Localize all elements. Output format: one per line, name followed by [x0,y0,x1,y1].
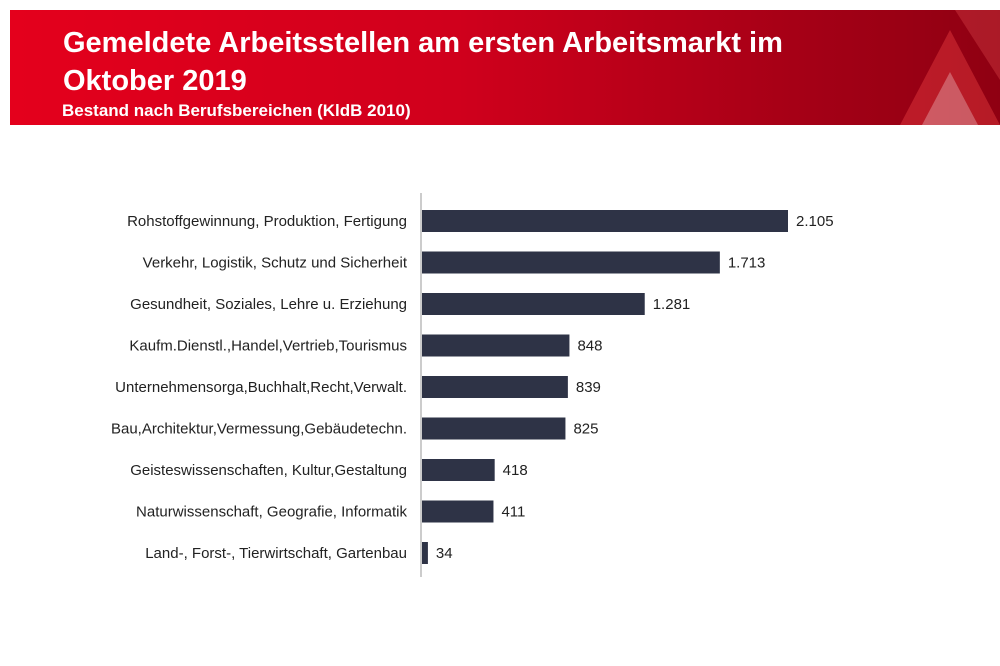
category-label: Unternehmensorga,Buchhalt,Recht,Verwalt. [115,379,407,396]
page-subtitle: Bestand nach Berufsbereichen (KldB 2010) [62,101,411,120]
value-label: 34 [436,545,453,562]
bar [422,500,494,523]
header-banner: Gemeldete Arbeitsstellen am ersten Arbei… [10,10,1000,125]
bar [422,251,720,274]
bar [422,542,428,564]
value-label: 1.713 [728,255,766,272]
category-label: Geisteswissenschaften, Kultur,Gestaltung [130,462,407,479]
bar [422,459,495,481]
value-label: 1.281 [653,296,691,313]
arbeitsagentur-logo-icon [840,10,1000,125]
value-label: 418 [503,462,528,479]
bar [422,334,570,357]
bar [422,417,566,440]
page-title: Gemeldete Arbeitsstellen am ersten Arbei… [63,27,783,97]
value-label: 848 [577,338,602,355]
category-label: Verkehr, Logistik, Schutz und Sicherheit [143,255,408,272]
category-label: Rohstoffgewinnung, Produktion, Fertigung [127,213,407,230]
bar [422,210,788,232]
category-label: Kaufm.Dienstl.,Handel,Vertrieb,Tourismus [129,338,407,355]
value-label: 411 [501,504,525,521]
category-label: Gesundheit, Soziales, Lehre u. Erziehung [130,296,407,313]
category-label: Land-, Forst-, Tierwirtschaft, Gartenbau [145,545,407,562]
bar [422,293,645,315]
category-label: Bau,Architektur,Vermessung,Gebäudetechn. [111,421,407,438]
category-label: Naturwissenschaft, Geografie, Informatik [136,504,407,521]
bar [422,376,568,398]
footer-watermark [710,652,830,666]
value-label: 839 [576,379,601,396]
value-label: 2.105 [796,213,834,230]
value-label: 825 [573,421,598,438]
bar-chart: Rohstoffgewinnung, Produktion, Fertigung… [111,193,834,577]
